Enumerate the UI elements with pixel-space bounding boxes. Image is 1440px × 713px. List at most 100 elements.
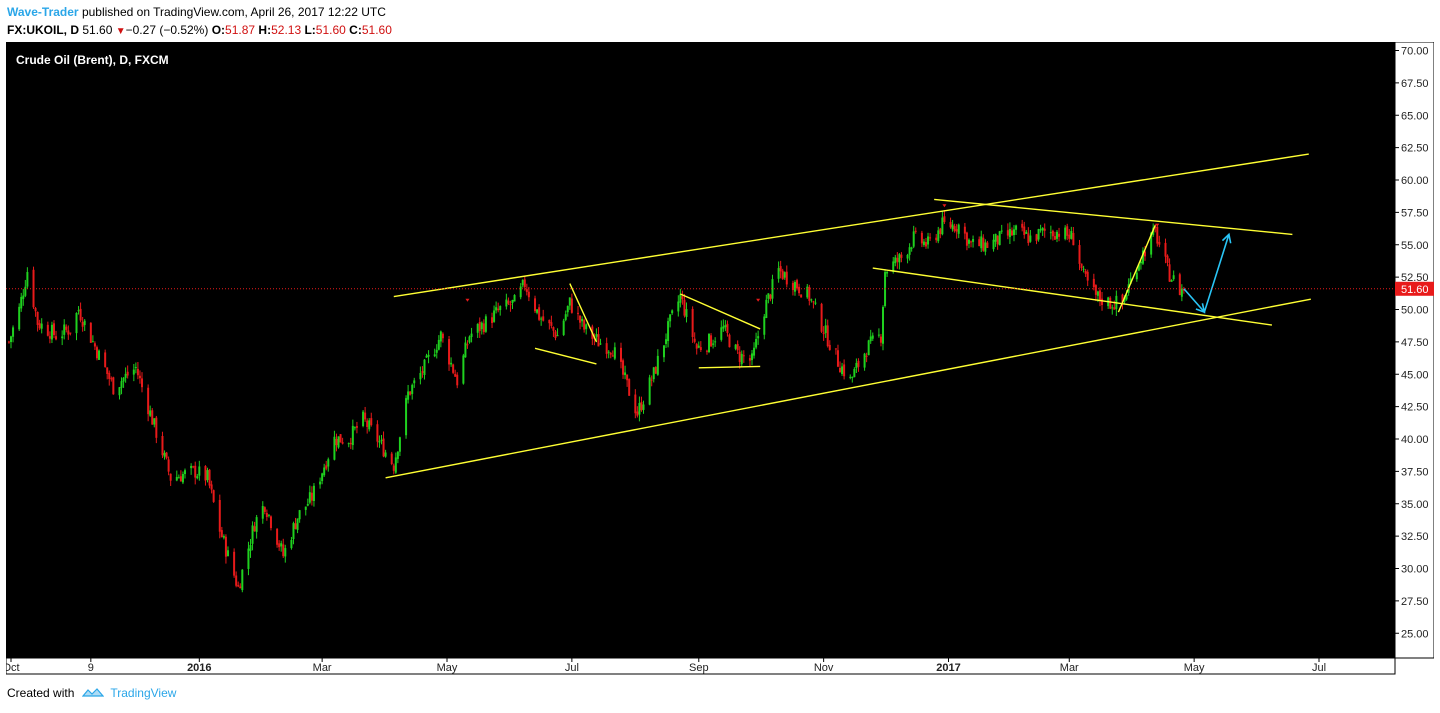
candle-body bbox=[376, 424, 379, 442]
candle-body bbox=[1070, 231, 1073, 239]
y-tick-label: 60.00 bbox=[1401, 175, 1429, 187]
candle-body bbox=[1078, 245, 1081, 264]
candle-body bbox=[462, 355, 465, 384]
candle-body bbox=[478, 321, 481, 332]
candle-body bbox=[52, 323, 55, 335]
candle-body bbox=[800, 294, 803, 298]
candle-body bbox=[349, 442, 352, 445]
candle-body bbox=[75, 312, 78, 334]
published-text: published on TradingView.com, April 26, … bbox=[81, 5, 386, 19]
candle-body bbox=[1035, 234, 1038, 241]
candle-body bbox=[857, 360, 860, 367]
candle-body bbox=[380, 439, 383, 441]
current-price-badge bbox=[1395, 281, 1434, 296]
current-price-label: 51.60 bbox=[1401, 284, 1429, 296]
candle-body bbox=[929, 237, 932, 239]
candle-body bbox=[333, 436, 336, 460]
candle-body bbox=[994, 233, 997, 242]
candle-body bbox=[1000, 230, 1003, 232]
candle-body bbox=[396, 451, 399, 459]
price-chart[interactable]: 70.00 67.50 65.00 62.50 60.00 57.50 55.00 52.50… bbox=[6, 42, 1434, 676]
x-tick-label: Jul bbox=[1312, 662, 1326, 674]
trendline-channel-lower bbox=[385, 298, 1311, 479]
candle-body bbox=[865, 355, 868, 357]
candle-body bbox=[323, 467, 326, 476]
candle-body bbox=[1029, 235, 1032, 242]
candle-body bbox=[83, 320, 86, 326]
candle-body bbox=[656, 355, 659, 375]
candle-body bbox=[523, 279, 526, 288]
footer: Created with TradingView bbox=[7, 686, 176, 700]
candle-body bbox=[454, 373, 457, 377]
candle-body bbox=[292, 523, 295, 540]
candle-body bbox=[235, 575, 238, 586]
candle-body bbox=[204, 466, 207, 481]
price-axis[interactable] bbox=[1394, 42, 1434, 659]
candle-body bbox=[95, 347, 98, 359]
publish-line: Wave-Trader published on TradingView.com… bbox=[7, 3, 392, 21]
candle-body bbox=[118, 387, 121, 396]
candle-body bbox=[298, 510, 301, 520]
candle-body bbox=[849, 376, 852, 378]
candle-body bbox=[55, 336, 58, 340]
candle-body bbox=[937, 230, 940, 242]
candle-body bbox=[425, 355, 428, 358]
candle-body bbox=[413, 380, 416, 384]
candle-body bbox=[304, 506, 307, 510]
candle-body bbox=[728, 334, 731, 348]
candle-body bbox=[972, 238, 975, 242]
time-axis[interactable] bbox=[6, 657, 1396, 675]
candle-body bbox=[597, 334, 600, 347]
candle-body bbox=[499, 306, 502, 311]
candle-body bbox=[906, 254, 909, 259]
last-price: 51.60 bbox=[82, 23, 113, 37]
candle-body bbox=[81, 322, 84, 327]
candle-body bbox=[364, 412, 367, 420]
candle-body bbox=[294, 523, 297, 529]
x-tick-label: Mar bbox=[313, 662, 332, 674]
down-arrow-icon: ▼ bbox=[115, 26, 126, 37]
candle-body bbox=[366, 420, 369, 428]
candle-body bbox=[98, 350, 101, 360]
candle-body bbox=[239, 586, 242, 589]
candle-body bbox=[1043, 228, 1046, 231]
candle-body bbox=[456, 374, 459, 386]
tradingview-link[interactable]: TradingView bbox=[110, 686, 177, 700]
y-tick-label: 32.50 bbox=[1401, 531, 1429, 543]
x-tick-label: Oct bbox=[6, 662, 20, 674]
candle-body bbox=[753, 347, 756, 356]
candle-body bbox=[742, 355, 745, 357]
candle-body bbox=[280, 543, 283, 547]
candle-body bbox=[965, 232, 968, 246]
trendline-triangle-upper bbox=[934, 198, 1293, 236]
candle-body bbox=[793, 282, 796, 292]
candle-body bbox=[896, 257, 899, 262]
candle-body bbox=[177, 477, 180, 479]
candle-body bbox=[7, 341, 10, 343]
candle-body bbox=[495, 307, 498, 311]
candle-body bbox=[679, 294, 682, 303]
candle-body bbox=[898, 254, 901, 263]
candle-body bbox=[122, 377, 125, 382]
candle-body bbox=[992, 239, 995, 250]
candle-body bbox=[353, 427, 356, 429]
y-tick-label: 27.50 bbox=[1401, 596, 1429, 608]
candle-body bbox=[1096, 291, 1099, 296]
candle-body bbox=[276, 528, 279, 545]
candle-body bbox=[750, 353, 753, 361]
candle-body bbox=[1113, 307, 1116, 310]
candle-body bbox=[1156, 226, 1159, 244]
candle-body bbox=[476, 323, 479, 333]
candle-body bbox=[104, 352, 107, 367]
candle-body bbox=[1166, 255, 1169, 263]
candle-body bbox=[570, 298, 573, 313]
candle-body bbox=[554, 331, 557, 338]
candle-body bbox=[1025, 231, 1028, 234]
candle-body bbox=[763, 316, 766, 335]
candle-body bbox=[924, 242, 927, 247]
candle-body bbox=[781, 270, 784, 280]
author-link[interactable]: Wave-Trader bbox=[7, 5, 79, 19]
y-tick-label: 67.50 bbox=[1401, 78, 1429, 90]
y-tick-label: 62.50 bbox=[1401, 143, 1429, 155]
candle-body bbox=[110, 378, 113, 380]
